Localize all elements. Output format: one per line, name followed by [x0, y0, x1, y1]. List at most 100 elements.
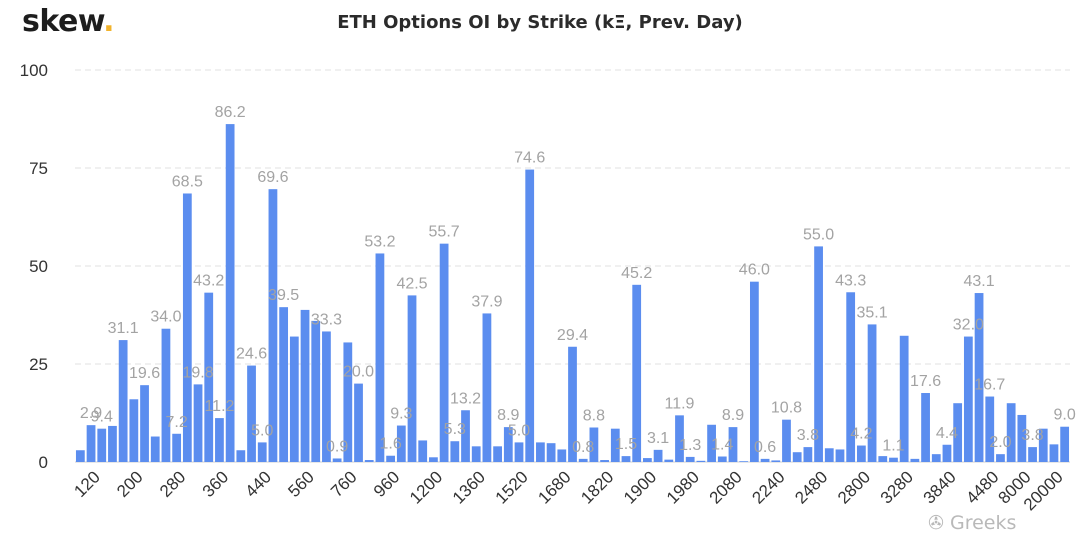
data-label: 0.8 — [572, 439, 594, 456]
bar — [236, 450, 246, 462]
bar — [878, 456, 888, 462]
y-axis-ticks: 0 25 50 75 100 — [20, 61, 48, 472]
data-label: 5.0 — [251, 422, 273, 439]
data-label: 3.8 — [797, 427, 819, 444]
bar — [429, 457, 438, 462]
bar — [664, 459, 674, 462]
bar — [953, 403, 963, 462]
bar — [996, 454, 1005, 462]
data-label: 2.9 — [80, 405, 102, 422]
brand-name: skew — [22, 4, 104, 39]
bar — [685, 456, 695, 462]
bar — [343, 342, 353, 462]
x-tick-label: 200 — [113, 467, 146, 500]
data-label: 37.9 — [471, 293, 502, 310]
x-tick-label: 760 — [327, 467, 360, 500]
data-label: 53.2 — [364, 233, 395, 250]
bar — [461, 410, 470, 462]
bar — [707, 424, 716, 462]
x-tick-label: 440 — [242, 467, 275, 500]
bar — [653, 449, 663, 462]
data-label: 13.2 — [450, 390, 481, 407]
bar — [1060, 426, 1070, 462]
data-label: 35.1 — [856, 304, 887, 321]
data-label: 3.1 — [647, 430, 669, 447]
bar — [931, 454, 941, 462]
bar — [332, 458, 342, 462]
y-tick-label: 25 — [29, 355, 48, 374]
bar — [75, 450, 85, 462]
x-tick-label: 1900 — [620, 467, 660, 507]
bar — [182, 193, 192, 463]
bar — [621, 456, 631, 462]
wechat-icon: ✇ — [928, 512, 944, 534]
bar — [450, 441, 460, 462]
x-tick-label: 1360 — [449, 467, 489, 507]
bar — [739, 461, 749, 462]
data-label: 55.0 — [803, 226, 834, 243]
bar — [899, 335, 909, 462]
bar — [536, 442, 545, 462]
bar — [803, 447, 813, 462]
x-tick-label: 3840 — [920, 467, 960, 507]
bar — [1049, 444, 1059, 462]
data-label: 17.6 — [910, 373, 941, 390]
bar — [728, 427, 738, 462]
bar — [760, 458, 770, 462]
bar — [557, 449, 567, 462]
x-tick-label: 4480 — [962, 467, 1002, 507]
data-label: 1.5 — [615, 436, 637, 453]
data-label: 4.2 — [850, 426, 872, 443]
bar — [172, 433, 182, 462]
bars — [75, 124, 1070, 463]
bar — [279, 307, 289, 462]
bar — [386, 455, 396, 462]
bar — [643, 458, 652, 462]
bar — [963, 336, 973, 462]
data-label: 43.1 — [963, 273, 994, 290]
data-label: 5.0 — [508, 422, 530, 439]
data-labels: 2.99.4 31.1 19.6 34.0 7.2 68.5 19.8 43.2 11.2 86.… — [80, 104, 1076, 456]
bar — [910, 458, 920, 462]
data-label: 0.6 — [754, 439, 776, 456]
bar — [824, 448, 834, 462]
bar — [856, 445, 866, 462]
bar — [771, 460, 781, 462]
data-label: 0.9 — [326, 438, 348, 455]
bar — [86, 425, 96, 462]
bar — [375, 253, 385, 462]
x-tick-label: 1520 — [492, 467, 532, 507]
y-tick-label: 50 — [29, 257, 48, 276]
bar — [749, 281, 759, 462]
bar — [354, 383, 363, 462]
bar — [129, 399, 139, 462]
bar — [675, 415, 684, 462]
data-label: 74.6 — [514, 150, 545, 167]
data-label: 9.0 — [1054, 407, 1076, 424]
x-axis-ticks: 120 200 280 360 440 560 760 960 1200 1360 1520 1680… — [70, 467, 1066, 514]
brand-dot: . — [103, 4, 115, 39]
data-label: 8.9 — [722, 407, 744, 424]
bar — [268, 189, 278, 462]
bar — [482, 313, 492, 462]
bar — [985, 396, 995, 462]
data-label: 1.3 — [679, 437, 701, 454]
data-label: 11.9 — [665, 395, 695, 412]
x-tick-label: 560 — [284, 467, 317, 500]
data-label: 7.2 — [166, 414, 188, 431]
bar — [97, 428, 107, 462]
data-label: 39.5 — [268, 287, 299, 304]
bar — [1006, 403, 1016, 462]
bar — [204, 292, 214, 462]
x-tick-label: 360 — [199, 467, 232, 500]
bar — [140, 385, 149, 462]
data-label: 55.7 — [429, 224, 460, 241]
data-label: 19.6 — [129, 365, 160, 382]
data-label: 68.5 — [172, 173, 203, 190]
data-label: 43.3 — [835, 272, 866, 289]
bar — [835, 449, 845, 462]
data-label: 33.3 — [311, 311, 342, 328]
x-tick-label: 1980 — [663, 467, 703, 507]
bar — [525, 169, 535, 462]
bar — [247, 365, 256, 462]
